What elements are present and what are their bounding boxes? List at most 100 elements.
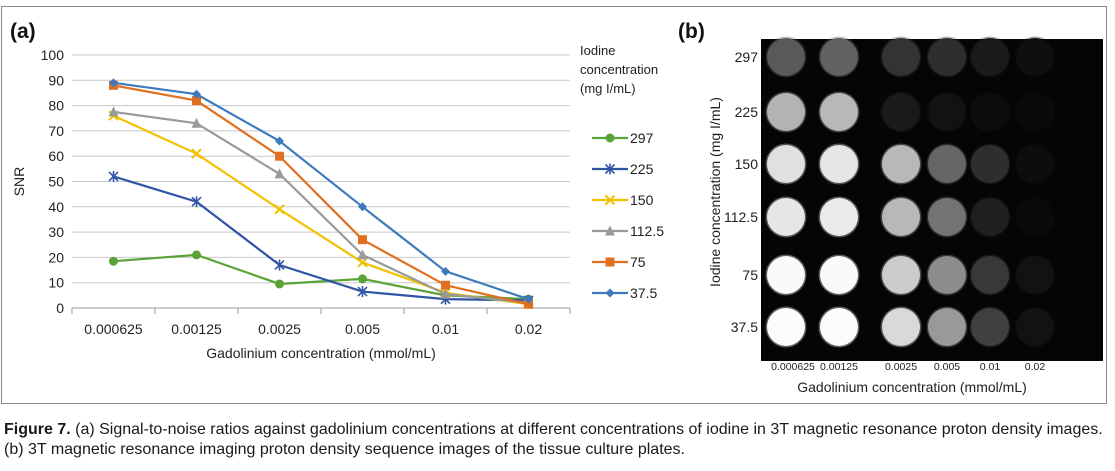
mri-well xyxy=(1014,306,1056,348)
x-tick-label: 0.01 xyxy=(432,321,459,337)
mri-well xyxy=(926,254,968,296)
well-disk xyxy=(928,198,966,236)
mri-well xyxy=(926,36,968,78)
well-disk xyxy=(1016,308,1054,346)
legend: Iodine concentration (mg I/mL) 297 225 150 112… xyxy=(580,43,664,301)
well-disk xyxy=(928,256,966,294)
mri-well xyxy=(969,143,1011,185)
mri-well xyxy=(1014,196,1056,238)
mri-well xyxy=(1014,143,1056,185)
mri-well xyxy=(1014,91,1056,133)
x-tick-label: 0.02 xyxy=(515,321,542,337)
series-line xyxy=(113,114,529,306)
y-tick-label: 60 xyxy=(48,148,64,164)
y-tick-label: 100 xyxy=(41,47,65,63)
x-tick-label: 0.00125 xyxy=(171,321,222,337)
b-y-tick-label: 297 xyxy=(735,49,759,65)
well-disk xyxy=(882,38,920,76)
data-point xyxy=(191,117,202,128)
x-tick-label: 0.000625 xyxy=(84,321,143,337)
y-tick-label: 40 xyxy=(48,199,64,215)
data-point xyxy=(357,286,368,298)
well-disk xyxy=(767,308,805,346)
axes xyxy=(71,307,571,314)
y-tick-label: 20 xyxy=(48,249,64,265)
mri-well xyxy=(765,91,807,133)
mri-well xyxy=(765,254,807,296)
series-line xyxy=(113,175,529,302)
figure-caption: Figure 7. (a) Signal-to-noise ratios aga… xyxy=(4,420,1112,460)
mri-well xyxy=(818,91,860,133)
mri-well xyxy=(818,254,860,296)
mri-well xyxy=(969,36,1011,78)
data-point xyxy=(524,299,533,309)
b-y-tick-labels: 297 225 150 112.5 75 37.5 xyxy=(724,49,758,335)
y-tick-label: 90 xyxy=(48,72,64,88)
legend-title: concentration xyxy=(580,62,658,77)
b-x-tick-label: 0.005 xyxy=(934,361,960,373)
mri-well xyxy=(818,143,860,185)
legend-item-225: 225 xyxy=(592,161,654,177)
mri-well xyxy=(818,306,860,348)
well-disk xyxy=(1016,93,1054,131)
well-disk xyxy=(882,145,920,183)
mri-well xyxy=(765,196,807,238)
well-disk xyxy=(971,38,1009,76)
mri-image xyxy=(761,39,1103,361)
b-y-tick-label: 150 xyxy=(735,156,759,172)
data-point xyxy=(275,136,284,146)
legend-item-297: 297 xyxy=(592,130,654,146)
marker-stroke xyxy=(357,257,368,268)
well-disk xyxy=(820,198,858,236)
mri-well xyxy=(926,143,968,185)
panel-b-label: (b) xyxy=(678,20,705,43)
mri-well xyxy=(969,91,1011,133)
legend-label: 297 xyxy=(630,130,654,146)
y-tick-label: 70 xyxy=(48,123,64,139)
b-y-tick-label: 112.5 xyxy=(724,209,758,225)
series-line xyxy=(113,81,529,301)
series-225 xyxy=(108,170,534,306)
mri-well xyxy=(765,306,807,348)
b-x-tick-labels: 0.000625 0.00125 0.0025 0.005 0.01 0.02 xyxy=(771,361,1045,373)
data-point xyxy=(108,170,119,182)
panel-a-chart: (a) 0 10 20 30 40 50 60 70 80 90 100 0.000625 0.001… xyxy=(10,20,664,361)
legend-label: 37.5 xyxy=(630,285,657,301)
series-line xyxy=(113,253,529,301)
well-disk xyxy=(928,93,966,131)
b-y-axis-label: Iodine concentration (mg I/mL) xyxy=(707,97,723,287)
well-disk xyxy=(882,256,920,294)
legend-label: 112.5 xyxy=(630,223,664,239)
mri-well xyxy=(765,36,807,78)
mri-well xyxy=(969,306,1011,348)
mri-well xyxy=(926,196,968,238)
x-axis-label: Gadolinium concentration (mmol/mL) xyxy=(206,345,436,361)
y-axis-label: SNR xyxy=(11,167,27,197)
mri-well xyxy=(880,196,922,238)
data-point xyxy=(275,151,284,161)
well-disk xyxy=(1016,256,1054,294)
well-disk xyxy=(820,93,858,131)
mri-well xyxy=(1014,254,1056,296)
well-disk xyxy=(820,38,858,76)
mri-well xyxy=(880,254,922,296)
caption-label: Figure 7. xyxy=(4,421,71,438)
data-point xyxy=(441,280,450,290)
y-tick-label: 0 xyxy=(56,300,64,316)
series-line xyxy=(113,110,529,305)
x-tick-labels: 0.000625 0.00125 0.0025 0.005 0.01 0.02 xyxy=(84,321,542,337)
well-disk xyxy=(971,93,1009,131)
mri-well xyxy=(880,36,922,78)
data-point xyxy=(109,78,118,88)
mri-well xyxy=(969,196,1011,238)
legend-label: 75 xyxy=(630,254,646,270)
marker-stroke xyxy=(604,194,616,206)
series-37.5 xyxy=(109,78,533,304)
series-lines xyxy=(108,78,534,310)
gridlines xyxy=(72,54,570,284)
legend-item-37.5: 37.5 xyxy=(592,285,657,301)
b-y-tick-label: 75 xyxy=(742,267,758,283)
data-point xyxy=(358,235,367,245)
well-disk xyxy=(971,198,1009,236)
legend-item-112.5: 112.5 xyxy=(592,223,664,239)
